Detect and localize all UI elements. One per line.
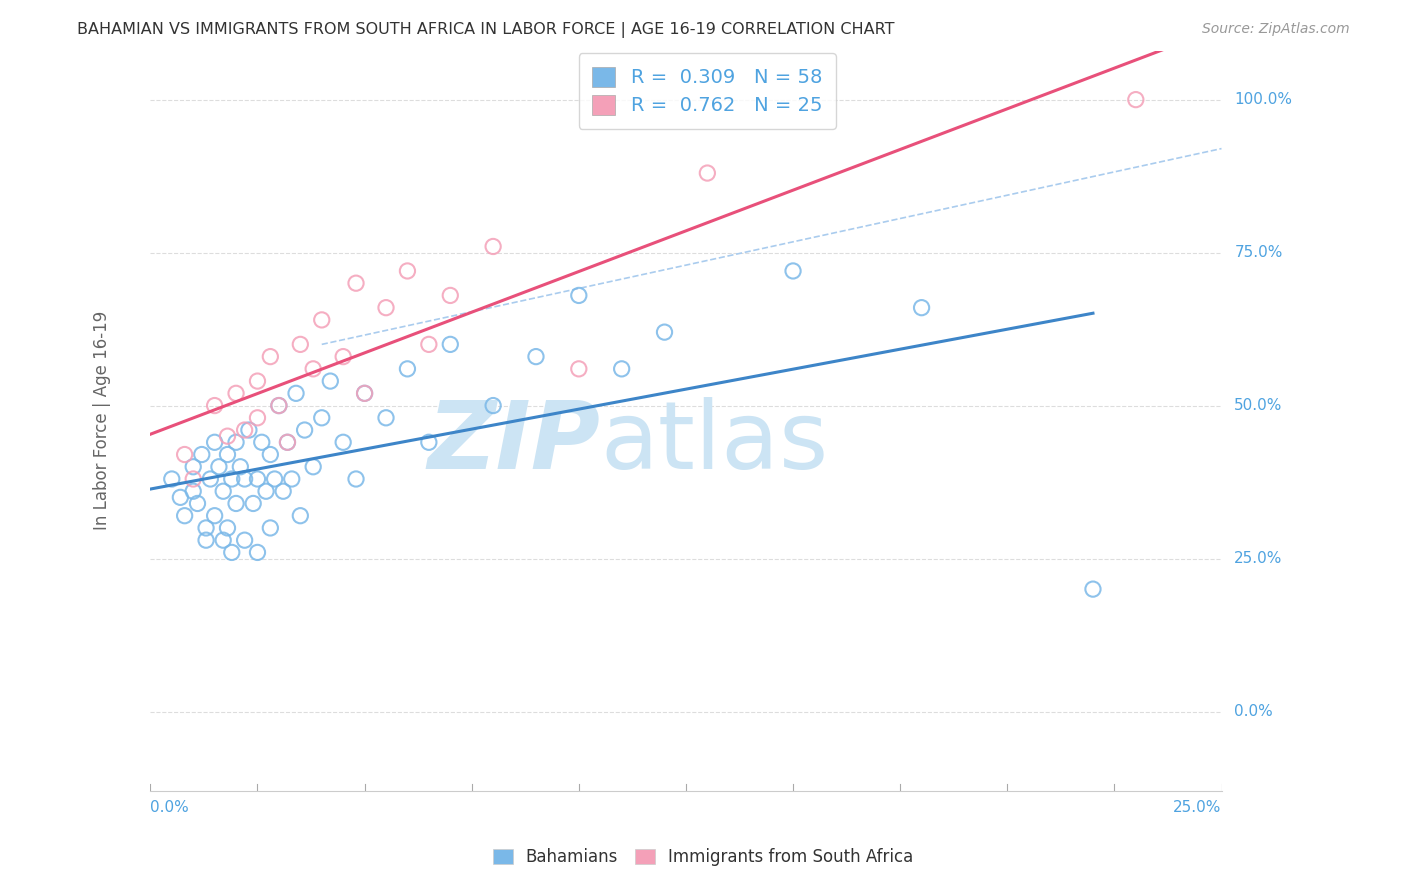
Point xyxy=(212,533,235,548)
Point xyxy=(353,386,375,401)
Point xyxy=(396,362,419,376)
Point xyxy=(225,386,247,401)
Point xyxy=(160,472,183,486)
Point xyxy=(311,410,333,425)
Text: 0.0%: 0.0% xyxy=(150,800,190,815)
Point xyxy=(217,429,239,443)
Point xyxy=(246,410,269,425)
Text: 100.0%: 100.0% xyxy=(1234,92,1292,107)
Point xyxy=(696,166,718,180)
Point xyxy=(229,459,252,474)
Text: 25.0%: 25.0% xyxy=(1234,551,1282,566)
Point xyxy=(246,472,269,486)
Point xyxy=(181,459,204,474)
Point xyxy=(225,435,247,450)
Point xyxy=(204,435,226,450)
Point xyxy=(290,508,312,523)
Point xyxy=(263,472,285,486)
Point xyxy=(281,472,304,486)
Point xyxy=(254,484,277,499)
Point xyxy=(302,459,325,474)
Text: 25.0%: 25.0% xyxy=(1173,800,1222,815)
Point xyxy=(294,423,316,437)
Point xyxy=(344,472,367,486)
Point xyxy=(212,484,235,499)
Point xyxy=(204,508,226,523)
Text: BAHAMIAN VS IMMIGRANTS FROM SOUTH AFRICA IN LABOR FORCE | AGE 16-19 CORRELATION : BAHAMIAN VS IMMIGRANTS FROM SOUTH AFRICA… xyxy=(77,22,894,38)
Point xyxy=(418,435,440,450)
Point xyxy=(568,362,591,376)
Point xyxy=(302,362,325,376)
Point xyxy=(233,533,256,548)
Point xyxy=(181,472,204,486)
Point xyxy=(186,496,208,510)
Point xyxy=(259,350,281,364)
Point xyxy=(173,508,195,523)
Point xyxy=(173,448,195,462)
Point xyxy=(259,448,281,462)
Point xyxy=(195,521,218,535)
Point xyxy=(191,448,214,462)
Point xyxy=(271,484,294,499)
Point xyxy=(267,399,290,413)
Point xyxy=(276,435,298,450)
Text: 50.0%: 50.0% xyxy=(1234,398,1282,413)
Point xyxy=(217,448,239,462)
Point xyxy=(238,423,260,437)
Text: 75.0%: 75.0% xyxy=(1234,245,1282,260)
Point xyxy=(319,374,342,388)
Point xyxy=(169,491,191,505)
Point xyxy=(242,496,264,510)
Point xyxy=(332,350,354,364)
Point xyxy=(290,337,312,351)
Point xyxy=(259,521,281,535)
Point xyxy=(233,472,256,486)
Text: 0.0%: 0.0% xyxy=(1234,704,1272,719)
Point xyxy=(910,301,932,315)
Point xyxy=(344,276,367,290)
Point xyxy=(332,435,354,450)
Point xyxy=(221,545,243,559)
Point xyxy=(276,435,298,450)
Point xyxy=(396,264,419,278)
Legend: R =  0.309   N = 58, R =  0.762   N = 25: R = 0.309 N = 58, R = 0.762 N = 25 xyxy=(578,53,837,129)
Point xyxy=(610,362,633,376)
Point xyxy=(418,337,440,351)
Point xyxy=(482,239,505,253)
Point xyxy=(246,545,269,559)
Point xyxy=(208,459,231,474)
Point xyxy=(246,374,269,388)
Text: In Labor Force | Age 16-19: In Labor Force | Age 16-19 xyxy=(93,311,111,531)
Point xyxy=(221,472,243,486)
Legend: Bahamians, Immigrants from South Africa: Bahamians, Immigrants from South Africa xyxy=(484,840,922,875)
Point xyxy=(654,325,676,339)
Point xyxy=(439,288,461,302)
Point xyxy=(353,386,375,401)
Point xyxy=(439,337,461,351)
Point xyxy=(233,423,256,437)
Point xyxy=(524,350,547,364)
Point xyxy=(200,472,222,486)
Point xyxy=(782,264,804,278)
Point xyxy=(250,435,273,450)
Point xyxy=(568,288,591,302)
Point xyxy=(375,410,398,425)
Point xyxy=(204,399,226,413)
Point xyxy=(225,496,247,510)
Point xyxy=(482,399,505,413)
Point xyxy=(375,301,398,315)
Point xyxy=(267,399,290,413)
Point xyxy=(181,484,204,499)
Text: Source: ZipAtlas.com: Source: ZipAtlas.com xyxy=(1202,22,1350,37)
Text: ZIP: ZIP xyxy=(427,397,600,489)
Point xyxy=(311,313,333,327)
Point xyxy=(195,533,218,548)
Point xyxy=(285,386,308,401)
Point xyxy=(1081,582,1104,596)
Text: atlas: atlas xyxy=(600,397,828,489)
Point xyxy=(217,521,239,535)
Point xyxy=(1125,93,1147,107)
